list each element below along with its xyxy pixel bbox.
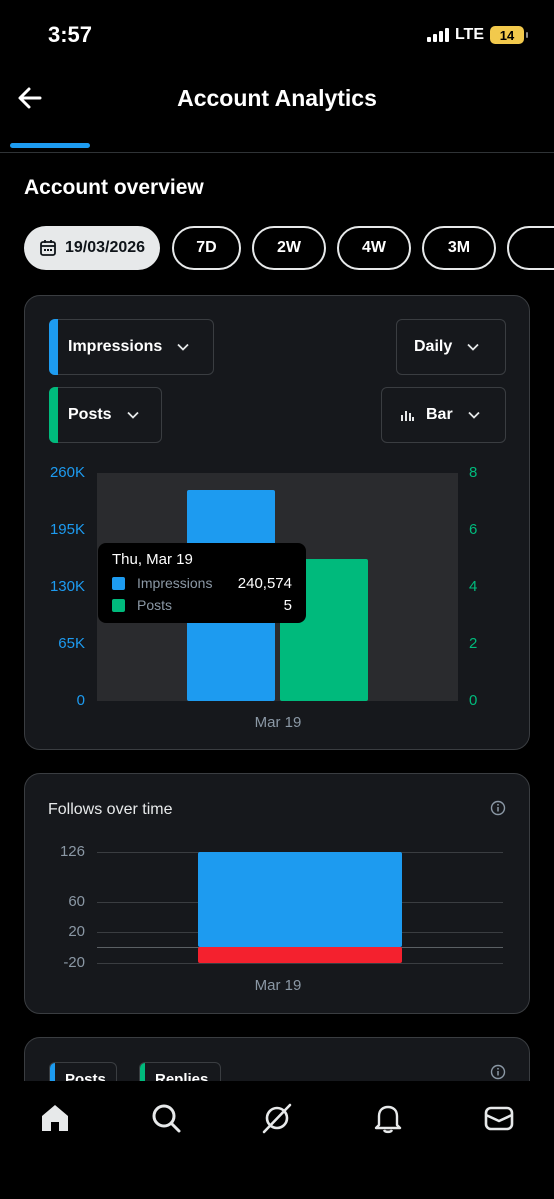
- y-tick-label: -20: [63, 954, 85, 971]
- chevron-down-icon: [467, 343, 479, 351]
- y-tick-label: 20: [68, 923, 85, 940]
- secondary-metric-select[interactable]: Posts: [49, 387, 162, 443]
- chevron-down-icon: [177, 343, 189, 351]
- calendar-icon: [40, 240, 56, 256]
- header-divider: [0, 152, 554, 153]
- status-indicators: LTE 14: [426, 26, 528, 44]
- tooltip-series-name: Impressions: [137, 575, 213, 591]
- y-right-tick-label: 6: [469, 521, 478, 538]
- y-left-tick-label: 195K: [49, 521, 85, 538]
- y-left-tick-label: 65K: [58, 635, 85, 652]
- primary-metric-label: Impressions: [68, 338, 163, 355]
- range-chip-4w[interactable]: 4W: [337, 226, 411, 270]
- range-chip-2w[interactable]: 2W: [252, 226, 326, 270]
- y-tick-label: 60: [68, 893, 85, 910]
- grok-icon[interactable]: [260, 1101, 294, 1135]
- messages-icon[interactable]: [482, 1101, 516, 1135]
- info-icon[interactable]: [490, 1064, 506, 1080]
- follows-bar[interactable]: [198, 852, 402, 947]
- range-chip-7d[interactable]: 7D: [172, 226, 241, 270]
- y-left-tick-label: 130K: [49, 578, 85, 595]
- chart-tooltip: Thu, Mar 19 Impressions 240,574 Posts 5: [98, 543, 306, 623]
- y-tick-label: 126: [59, 843, 85, 860]
- status-time: 3:57: [48, 22, 93, 47]
- date-range-label: 19/03/2026: [64, 239, 146, 256]
- y-left-tick-label: 0: [76, 692, 85, 709]
- posts-legend-color: [50, 1063, 55, 1091]
- granularity-select[interactable]: Daily: [396, 319, 506, 375]
- y-left-tick-label: 260K: [49, 464, 85, 481]
- range-chip-more[interactable]: [507, 226, 554, 270]
- y-right-tick-label: 0: [469, 692, 478, 709]
- tooltip-series-name: Posts: [137, 597, 173, 613]
- signal-icon: [426, 28, 449, 42]
- replies-legend-color: [140, 1063, 145, 1091]
- grid-line: [97, 963, 503, 964]
- page-title: Account Analytics: [177, 85, 377, 111]
- secondary-metric-color: [49, 387, 58, 443]
- chevron-down-icon: [468, 411, 480, 419]
- network-label: LTE: [454, 26, 484, 43]
- back-arrow-icon[interactable]: [14, 82, 46, 114]
- bottom-navigation: [0, 1081, 554, 1199]
- metrics-chart-card: Impressions Daily Posts Bar Mar 19 Thu, …: [24, 295, 530, 750]
- secondary-metric-label: Posts: [68, 406, 112, 423]
- tooltip-series-value: 240,574: [237, 574, 292, 592]
- tooltip-series-value: 5: [283, 596, 292, 614]
- bar-chart-icon: [401, 411, 414, 421]
- home-icon[interactable]: [38, 1101, 72, 1135]
- impressions-swatch: [112, 576, 125, 590]
- info-icon[interactable]: [490, 800, 506, 816]
- y-right-tick-label: 2: [469, 635, 478, 652]
- range-chip-3m[interactable]: 3M: [422, 226, 496, 270]
- search-icon[interactable]: [149, 1101, 183, 1135]
- granularity-label: Daily: [414, 338, 453, 355]
- x-tick-label: Mar 19: [254, 977, 302, 994]
- date-range-chip[interactable]: 19/03/2026: [24, 226, 160, 270]
- battery-icon: 14: [490, 26, 528, 44]
- primary-metric-color: [49, 319, 58, 375]
- section-title: Account overview: [24, 176, 204, 199]
- primary-metric-select[interactable]: Impressions: [49, 319, 214, 375]
- tooltip-row-posts: Posts 5: [112, 594, 292, 616]
- posts-swatch: [112, 598, 125, 612]
- notifications-bell-icon[interactable]: [371, 1101, 405, 1135]
- follows-chart-card: Follows over time Mar 19 126 60 20 -20: [24, 773, 530, 1014]
- chart-title: Follows over time: [48, 801, 173, 818]
- chevron-down-icon: [126, 411, 139, 419]
- x-tick-label: Mar 19: [254, 714, 302, 731]
- tooltip-date: Thu, Mar 19: [112, 551, 193, 568]
- chart-type-label: Bar: [426, 406, 453, 423]
- y-right-tick-label: 4: [469, 578, 478, 595]
- tab-indicator: [10, 143, 90, 148]
- tooltip-row-impressions: Impressions 240,574: [112, 572, 292, 594]
- chart-type-select[interactable]: Bar: [381, 387, 506, 443]
- y-right-tick-label: 8: [469, 464, 478, 481]
- unfollows-bar[interactable]: [198, 947, 402, 963]
